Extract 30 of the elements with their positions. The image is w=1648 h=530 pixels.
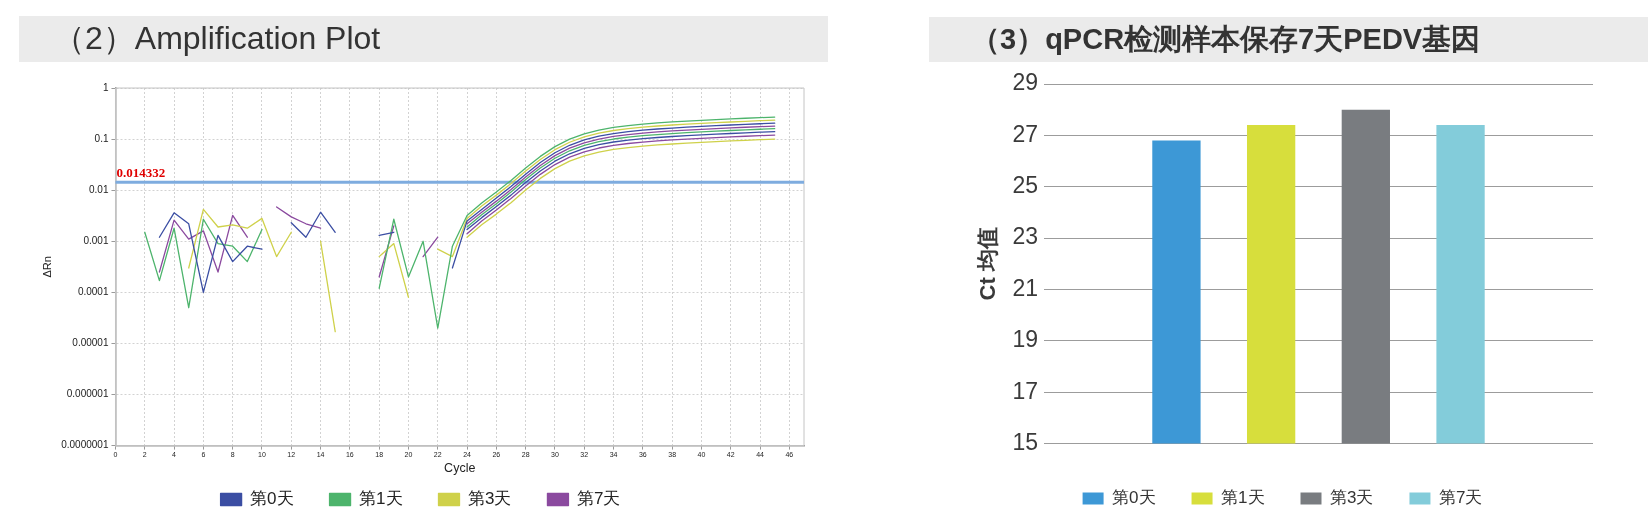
y-tick-label: 0.000001	[66, 388, 109, 400]
y-tick-label: 0.1	[94, 132, 109, 144]
y-tick-label: 1	[102, 81, 109, 93]
legend-label: 第0天	[250, 489, 294, 509]
y-tick-label: 0.001	[83, 235, 109, 247]
legend-label: 第1天	[359, 489, 403, 509]
y-tick-label: 0.01	[89, 183, 109, 195]
chart-title: （3）qPCR检测样本保存7天PEDV基因	[971, 22, 1481, 56]
ref-line-label: 0.014332	[116, 165, 166, 181]
legend-label: 第7天	[1438, 488, 1483, 508]
y-tick-label: 17	[1012, 377, 1038, 404]
y-tick-label: 0.0000001	[61, 439, 109, 451]
y-tick-label: 21	[1012, 274, 1038, 301]
x-axis-title: Cycle	[444, 460, 476, 475]
legend-label: 第3天	[468, 489, 512, 509]
y-tick-label: 15	[1012, 428, 1038, 455]
y-tick-label: 29	[1012, 69, 1038, 96]
y-axis-title: ΔRn	[40, 256, 53, 278]
y-tick-label: 0.0001	[77, 286, 109, 298]
legend-label: 第3天	[1330, 488, 1374, 508]
legend-label: 第0天	[1112, 488, 1156, 508]
y-tick-label: 23	[1012, 223, 1038, 250]
chart-title: （2）Amplification Plot	[53, 20, 381, 57]
y-tick-label: 27	[1012, 120, 1038, 147]
legend-label: 第7天	[576, 489, 621, 509]
y-axis-title: Ct 均值	[975, 227, 1001, 301]
y-tick-label: 0.00001	[72, 337, 109, 349]
y-tick-label: 25	[1012, 172, 1038, 199]
legend-label: 第1天	[1221, 488, 1265, 508]
y-tick-label: 19	[1012, 326, 1038, 353]
